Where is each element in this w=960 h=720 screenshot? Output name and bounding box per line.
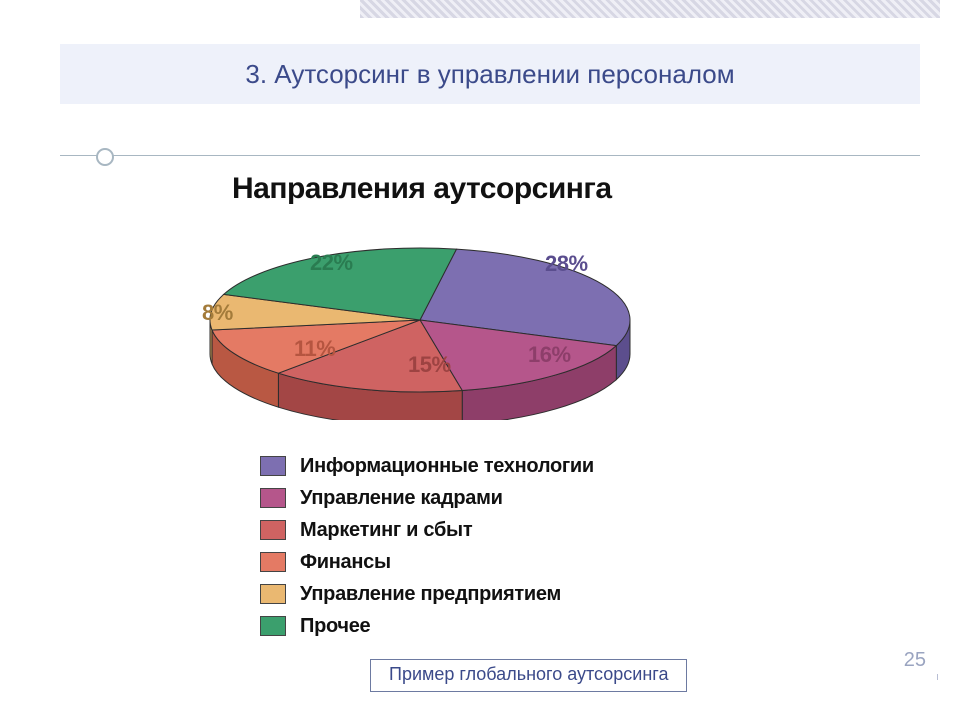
legend-swatch bbox=[260, 584, 286, 604]
legend-label: Финансы bbox=[300, 551, 391, 574]
legend-label: Прочее bbox=[300, 615, 370, 638]
slide-title: 3. Аутсорсинг в управлении персоналом bbox=[245, 59, 734, 90]
legend-swatch bbox=[260, 520, 286, 540]
chart-title: Направления аутсорсинга bbox=[232, 172, 612, 206]
horizontal-rule bbox=[60, 155, 920, 156]
legend-swatch bbox=[260, 456, 286, 476]
pie-slice-label: 22% bbox=[310, 250, 353, 276]
page-number: 25 bbox=[904, 649, 926, 672]
example-link-button[interactable]: Пример глобального аутсорсинга bbox=[370, 659, 687, 692]
legend-item: Управление кадрами bbox=[260, 482, 594, 514]
pie-slice-label: 11% bbox=[294, 336, 335, 362]
legend-item: Информационные технологии bbox=[260, 450, 594, 482]
rule-circle-icon bbox=[96, 148, 114, 166]
slide-title-bar: 3. Аутсорсинг в управлении персоналом bbox=[60, 44, 920, 104]
legend: Информационные технологии Управление кадр… bbox=[260, 450, 594, 642]
legend-label: Управление кадрами bbox=[300, 487, 503, 510]
legend-item: Прочее bbox=[260, 610, 594, 642]
slide-page: 3. Аутсорсинг в управлении персоналом На… bbox=[0, 0, 960, 720]
decorative-top-strip bbox=[360, 0, 940, 18]
legend-label: Информационные технологии bbox=[300, 455, 594, 478]
legend-swatch bbox=[260, 616, 286, 636]
legend-label: Управление предприятием bbox=[300, 583, 561, 606]
pie-chart: 28% 16% 15% 11% 8% 22% bbox=[130, 220, 690, 420]
legend-swatch bbox=[260, 488, 286, 508]
legend-item: Финансы bbox=[260, 546, 594, 578]
legend-item: Маркетинг и сбыт bbox=[260, 514, 594, 546]
pie-slice-label: 15% bbox=[408, 352, 451, 378]
legend-swatch bbox=[260, 552, 286, 572]
example-link-label: Пример глобального аутсорсинга bbox=[389, 664, 668, 684]
legend-label: Маркетинг и сбыт bbox=[300, 519, 472, 542]
decorative-hairline bbox=[937, 674, 938, 680]
pie-slice-label: 8% bbox=[202, 300, 233, 326]
legend-item: Управление предприятием bbox=[260, 578, 594, 610]
pie-slice-label: 28% bbox=[545, 251, 588, 277]
pie-slice-label: 16% bbox=[528, 342, 571, 368]
